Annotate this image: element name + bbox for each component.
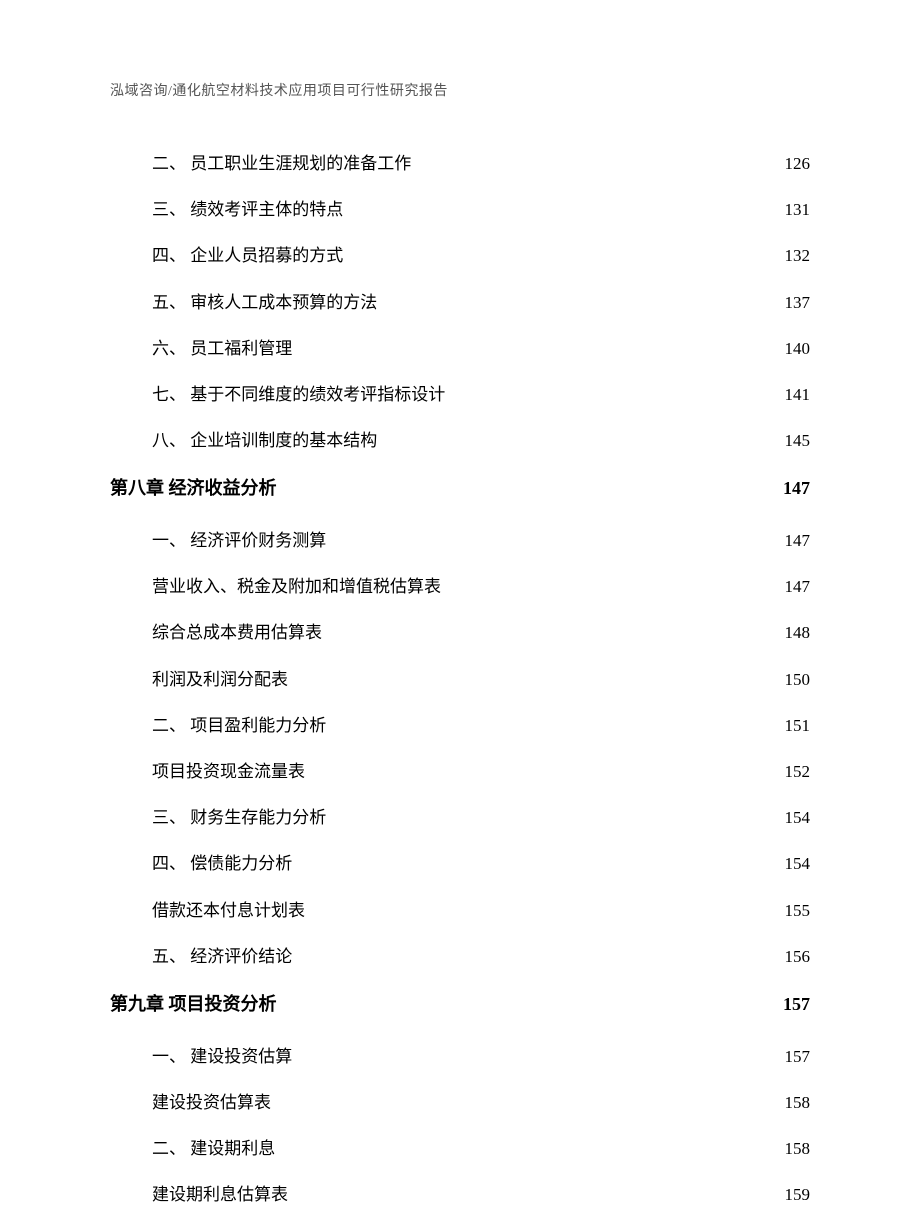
toc-entry-label: 三、 绩效考评主体的特点: [152, 196, 343, 223]
toc-section-entry: 三、 财务生存能力分析 154: [152, 804, 810, 831]
toc-entry-label: 四、 企业人员招募的方式: [152, 242, 343, 269]
toc-section-entry: 建设投资估算表 158: [152, 1089, 810, 1116]
toc-entry-label: 建设投资估算表: [152, 1089, 271, 1116]
toc-section-entry: 一、 建设投资估算 157: [152, 1043, 810, 1070]
toc-section-entry: 项目投资现金流量表 152: [152, 758, 810, 785]
toc-entry-label: 借款还本付息计划表: [152, 897, 305, 924]
toc-entry-label: 五、 审核人工成本预算的方法: [152, 289, 377, 316]
toc-section-entry: 四、 偿债能力分析 154: [152, 850, 810, 877]
toc-entry-page: 147: [785, 573, 811, 600]
toc-entry-label: 一、 建设投资估算: [152, 1043, 292, 1070]
toc-entry-page: 150: [785, 666, 811, 693]
toc-entry-label: 第九章 项目投资分析: [110, 990, 277, 1019]
toc-section-entry: 二、 建设期利息 158: [152, 1135, 810, 1162]
toc-section-entry: 综合总成本费用估算表 148: [152, 619, 810, 646]
toc-entry-label: 二、 项目盈利能力分析: [152, 712, 326, 739]
table-of-contents: 二、 员工职业生涯规划的准备工作 126 三、 绩效考评主体的特点 131 四、 企业人…: [110, 150, 810, 1209]
toc-section-entry: 八、 企业培训制度的基本结构 145: [152, 427, 810, 454]
toc-entry-page: 145: [785, 427, 811, 454]
toc-entry-label: 利润及利润分配表: [152, 666, 288, 693]
toc-entry-label: 三、 财务生存能力分析: [152, 804, 326, 831]
toc-entry-label: 六、 员工福利管理: [152, 335, 292, 362]
toc-entry-label: 二、 员工职业生涯规划的准备工作: [152, 150, 411, 177]
toc-section-entry: 三、 绩效考评主体的特点 131: [152, 196, 810, 223]
toc-entry-page: 140: [785, 335, 811, 362]
toc-entry-page: 157: [783, 990, 810, 1019]
toc-entry-page: 155: [785, 897, 811, 924]
toc-entry-page: 132: [785, 242, 811, 269]
toc-entry-label: 八、 企业培训制度的基本结构: [152, 427, 377, 454]
toc-entry-label: 建设期利息估算表: [152, 1181, 288, 1208]
toc-entry-page: 154: [785, 850, 811, 877]
toc-entry-page: 158: [785, 1089, 811, 1116]
toc-entry-label: 项目投资现金流量表: [152, 758, 305, 785]
toc-entry-page: 147: [783, 474, 810, 503]
toc-section-entry: 二、 项目盈利能力分析 151: [152, 712, 810, 739]
toc-chapter-heading: 第八章 经济收益分析 147: [110, 474, 810, 503]
toc-chapter-heading: 第九章 项目投资分析 157: [110, 990, 810, 1019]
toc-entry-page: 154: [785, 804, 811, 831]
toc-section-entry: 借款还本付息计划表 155: [152, 897, 810, 924]
toc-section-entry: 营业收入、税金及附加和增值税估算表 147: [152, 573, 810, 600]
toc-section-entry: 七、 基于不同维度的绩效考评指标设计 141: [152, 381, 810, 408]
toc-section-entry: 五、 审核人工成本预算的方法 137: [152, 289, 810, 316]
toc-entry-page: 151: [785, 712, 811, 739]
toc-section-entry: 五、 经济评价结论 156: [152, 943, 810, 970]
toc-entry-page: 158: [785, 1135, 811, 1162]
toc-entry-label: 五、 经济评价结论: [152, 943, 292, 970]
toc-section-entry: 六、 员工福利管理 140: [152, 335, 810, 362]
toc-entry-page: 147: [785, 527, 811, 554]
page-header: 泓域咨询/通化航空材料技术应用项目可行性研究报告: [110, 80, 810, 100]
toc-entry-label: 营业收入、税金及附加和增值税估算表: [152, 573, 441, 600]
toc-entry-page: 141: [785, 381, 811, 408]
toc-entry-page: 148: [785, 619, 811, 646]
toc-entry-page: 131: [785, 196, 811, 223]
toc-entry-label: 四、 偿债能力分析: [152, 850, 292, 877]
toc-entry-label: 二、 建设期利息: [152, 1135, 275, 1162]
toc-entry-page: 157: [785, 1043, 811, 1070]
toc-entry-page: 126: [785, 150, 811, 177]
toc-entry-page: 152: [785, 758, 811, 785]
toc-entry-label: 一、 经济评价财务测算: [152, 527, 326, 554]
toc-section-entry: 二、 员工职业生涯规划的准备工作 126: [152, 150, 810, 177]
toc-entry-page: 137: [785, 289, 811, 316]
toc-entry-page: 156: [785, 943, 811, 970]
toc-section-entry: 利润及利润分配表 150: [152, 666, 810, 693]
toc-entry-label: 综合总成本费用估算表: [152, 619, 322, 646]
toc-entry-label: 第八章 经济收益分析: [110, 474, 277, 503]
toc-section-entry: 四、 企业人员招募的方式 132: [152, 242, 810, 269]
toc-entry-label: 七、 基于不同维度的绩效考评指标设计: [152, 381, 445, 408]
toc-entry-page: 159: [785, 1181, 811, 1208]
document-page: 泓域咨询/通化航空材料技术应用项目可行性研究报告 二、 员工职业生涯规划的准备工…: [0, 0, 920, 1191]
toc-section-entry: 建设期利息估算表 159: [152, 1181, 810, 1208]
toc-section-entry: 一、 经济评价财务测算 147: [152, 527, 810, 554]
